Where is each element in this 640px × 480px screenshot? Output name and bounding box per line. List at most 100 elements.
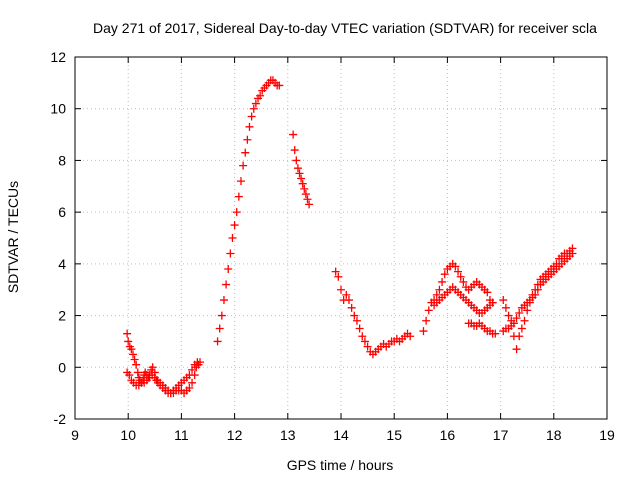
data-point (504, 311, 513, 320)
data-point (512, 345, 521, 354)
data-point (289, 130, 298, 139)
data-point (232, 208, 241, 217)
data-point (454, 267, 463, 276)
data-point (234, 192, 243, 201)
series-segment-1 (123, 329, 205, 398)
data-point (226, 249, 235, 258)
data-point (293, 164, 302, 173)
data-point (515, 332, 524, 341)
data-point (133, 368, 142, 377)
data-point (360, 337, 369, 346)
data-point (241, 148, 250, 157)
data-point (127, 345, 136, 354)
x-tick-label: 10 (120, 427, 136, 443)
data-point (440, 270, 449, 279)
data-point (438, 277, 447, 286)
data-point (344, 296, 353, 305)
data-point (132, 360, 141, 369)
data-point (188, 378, 197, 387)
data-point (224, 265, 233, 274)
data-point (148, 363, 157, 372)
data-point (123, 329, 132, 338)
data-point (419, 327, 428, 336)
y-tick-label: 2 (58, 308, 66, 324)
data-point (193, 358, 202, 367)
data-point (352, 316, 361, 325)
data-point (217, 311, 226, 320)
data-point (533, 285, 542, 294)
data-point (459, 277, 468, 286)
y-tick-label: 6 (58, 204, 66, 220)
data-point (256, 91, 265, 100)
data-point (128, 350, 137, 359)
series-segment-7 (430, 283, 497, 317)
data-point (275, 81, 284, 90)
data-point (331, 267, 340, 276)
series-segment-10 (499, 249, 577, 336)
data-point (499, 296, 508, 305)
data-point (230, 221, 239, 230)
chart-title: Day 271 of 2017, Sidereal Day-to-day VTE… (93, 20, 597, 36)
data-point (130, 355, 139, 364)
data-point (456, 272, 465, 281)
data-point (451, 262, 460, 271)
data-point (515, 308, 524, 317)
data-point (292, 156, 301, 165)
x-tick-label: 18 (546, 427, 562, 443)
axis-layer: 9 10 11 12 13 14 15 16 17 18 19 -2 0 2 4 6 8 10 12 (50, 49, 615, 443)
y-axis-title: SDTVAR / TECUs (5, 181, 21, 293)
data-point (188, 365, 197, 374)
data-point (290, 146, 299, 155)
data-point (125, 371, 134, 380)
data-point (509, 319, 518, 328)
grid-layer (75, 57, 607, 419)
series-segment-6 (419, 259, 497, 336)
data-point (512, 314, 521, 323)
points-layer (123, 76, 577, 398)
data-point (520, 316, 529, 325)
data-point (435, 285, 444, 294)
series-segment-8 (464, 319, 500, 338)
x-tick-label: 12 (227, 427, 243, 443)
data-point (301, 190, 310, 199)
data-point (295, 169, 304, 178)
data-point (501, 303, 510, 312)
data-point (334, 272, 343, 281)
y-tick-label: 8 (58, 152, 66, 168)
data-point (185, 371, 194, 380)
data-point (298, 179, 307, 188)
data-point (219, 296, 228, 305)
data-point (355, 324, 364, 333)
y-tick-label: -2 (54, 411, 67, 427)
data-point (243, 135, 252, 144)
x-axis-title: GPS time / hours (287, 457, 394, 473)
data-point (523, 306, 532, 315)
y-tick-label: 4 (58, 256, 66, 272)
data-point (488, 298, 497, 307)
x-tick-label: 16 (440, 427, 456, 443)
x-tick-label: 14 (333, 427, 349, 443)
series-segment-5 (331, 267, 415, 359)
x-tick-label: 17 (493, 427, 509, 443)
data-point (483, 288, 492, 297)
data-point (249, 104, 258, 113)
data-point (305, 200, 314, 209)
data-point (350, 311, 359, 320)
data-point (347, 303, 356, 312)
data-point (517, 324, 526, 333)
x-tick-label: 13 (280, 427, 296, 443)
data-point (300, 184, 309, 193)
data-point (531, 290, 540, 299)
data-point (213, 337, 222, 346)
y-tick-label: 12 (50, 49, 66, 65)
data-point (236, 177, 245, 186)
data-point (228, 234, 237, 242)
data-point (247, 112, 256, 121)
y-tick-label: 0 (58, 359, 66, 375)
data-point (222, 280, 231, 289)
data-point (568, 249, 577, 258)
x-tick-label: 11 (174, 427, 189, 443)
data-point (358, 332, 367, 341)
